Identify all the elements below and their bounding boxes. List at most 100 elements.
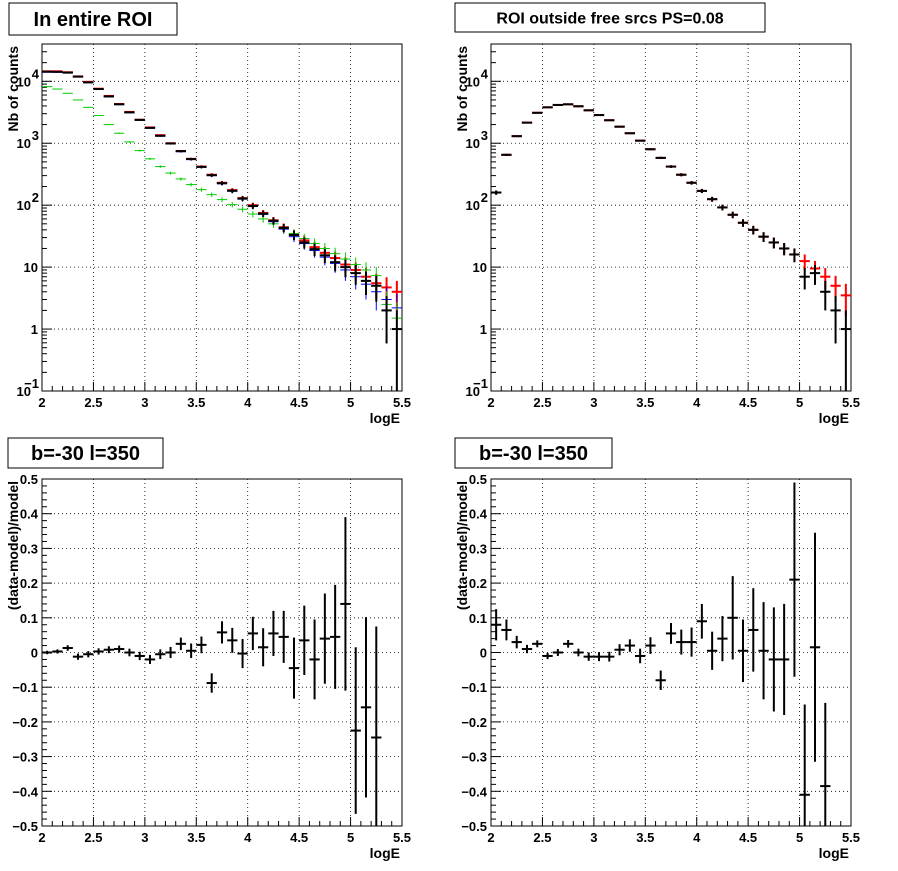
data-point [717, 616, 728, 662]
y-tick-exponent: 2 [32, 190, 39, 205]
data-point [360, 271, 372, 295]
data-point [758, 602, 769, 700]
data-point [371, 275, 382, 302]
data-point [727, 576, 738, 660]
x-tick-label: 2.5 [84, 395, 102, 410]
data-point [216, 181, 228, 186]
data-point [134, 118, 145, 121]
x-tick-label: 2.5 [533, 395, 551, 410]
data-point [124, 141, 135, 143]
data-point [247, 616, 258, 651]
data-point [103, 95, 114, 98]
series-1 [42, 517, 382, 826]
data-point [114, 645, 125, 653]
x-tick-label: 3 [590, 830, 597, 845]
data-point [72, 99, 84, 101]
data-point [196, 165, 207, 169]
data-point [645, 637, 656, 654]
data-point [309, 619, 320, 700]
data-point [686, 181, 697, 185]
data-point [779, 603, 790, 715]
data-point [103, 646, 114, 654]
data-point [583, 652, 594, 661]
y-tick-label: 10 [17, 136, 31, 151]
series-2 [491, 103, 851, 391]
x-tick-label: 2 [38, 830, 45, 845]
y-tick-label: 10 [17, 384, 31, 399]
data-point [227, 627, 238, 653]
panel-title: b=-30 l=350 [31, 443, 140, 465]
data-point [583, 109, 594, 112]
data-point [511, 135, 522, 138]
data-point [727, 211, 738, 219]
data-point [604, 119, 615, 122]
panel-title: b=-30 l=350 [479, 443, 588, 465]
y-axis-label: (data-model)/model [454, 481, 470, 610]
data-point [52, 649, 63, 654]
data-point [165, 646, 176, 659]
data-point [532, 640, 543, 648]
x-tick-label: 2 [487, 830, 494, 845]
data-point [542, 106, 553, 109]
y-tick-label: −0.2 [12, 715, 38, 730]
data-point [83, 81, 94, 84]
data-point [624, 639, 635, 652]
y-tick-label: 0.3 [469, 541, 487, 556]
data-layer [491, 103, 851, 391]
x-tick-label: 3 [590, 395, 597, 410]
data-point [216, 621, 228, 644]
data-point [789, 248, 800, 263]
x-tick-label: 4 [244, 395, 252, 410]
data-point [268, 217, 279, 225]
x-tick-label: 4 [693, 395, 701, 410]
data-point [563, 103, 574, 106]
data-point [779, 243, 790, 256]
panel-title-box [454, 437, 613, 469]
y-tick-label: 1 [480, 322, 487, 337]
x-tick-label: 5 [796, 830, 803, 845]
y-tick-label: 0.2 [20, 576, 38, 591]
data-point [707, 196, 718, 202]
series-4 [42, 70, 402, 391]
y-tick-exponent: 3 [481, 128, 488, 143]
data-point [237, 196, 248, 202]
y-axis-label: (data-model)/model [5, 481, 21, 610]
data-layer [42, 517, 382, 826]
x-tick-label: 5 [347, 395, 354, 410]
y-tick-label: 10 [466, 384, 480, 399]
data-point [165, 142, 176, 145]
data-point [93, 115, 104, 117]
x-tick-label: 3.5 [636, 830, 654, 845]
x-tick-label: 5.5 [393, 395, 411, 410]
data-point [614, 644, 625, 656]
data-point [563, 640, 574, 648]
data-point [501, 619, 512, 641]
data-point [299, 605, 310, 676]
y-tick-label: 0.5 [469, 472, 487, 487]
y-tick-label: 0.3 [20, 541, 38, 556]
data-point [83, 106, 94, 108]
data-point [258, 628, 269, 667]
y-tick-label: 0.4 [469, 507, 488, 522]
series-1 [491, 482, 831, 826]
x-axis-label: logE [819, 845, 849, 861]
y-tick-exponent: 2 [481, 190, 488, 205]
data-point [635, 648, 646, 664]
data-point [42, 86, 53, 88]
y-tick-label: −0.4 [12, 784, 38, 799]
data-point [155, 134, 166, 137]
y-tick-label: 10 [473, 260, 487, 275]
x-tick-label: 4 [693, 830, 701, 845]
y-tick-label: 0.2 [469, 576, 487, 591]
panel-title: In entire ROI [34, 9, 153, 31]
data-point [604, 651, 615, 662]
y-tick-exponent: 4 [481, 66, 489, 81]
data-point [491, 190, 502, 195]
data-point [144, 654, 156, 664]
y-tick-label: 10 [24, 260, 38, 275]
data-point [83, 651, 94, 658]
data-point [665, 623, 677, 644]
y-tick-label: −0.5 [461, 819, 487, 834]
data-point [573, 105, 584, 108]
